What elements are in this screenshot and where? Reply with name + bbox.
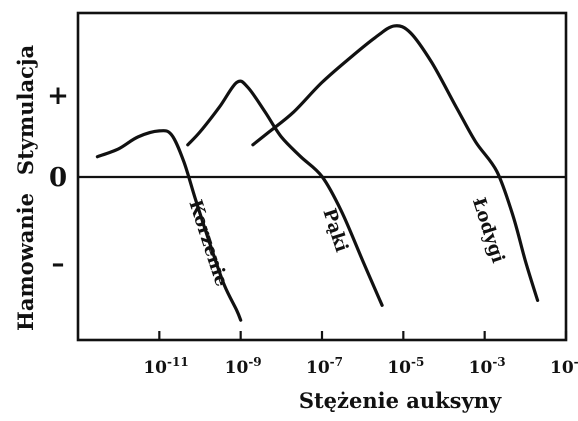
x-tick-label: 10-1 bbox=[550, 355, 578, 378]
series-layer: Korzenie Pąki Łodygi bbox=[95, 24, 540, 322]
series-label-2: Pąki bbox=[318, 206, 352, 255]
x-tick-label: 10-7 bbox=[306, 355, 343, 378]
series-line-2 bbox=[186, 79, 384, 307]
series-label-1: Korzenie bbox=[184, 197, 232, 289]
x-tick-label: 10-11 bbox=[143, 355, 188, 378]
x-tick-label: 10-9 bbox=[225, 355, 262, 378]
y-tick-plus: + bbox=[47, 81, 69, 111]
y-label-inhibition: Hamowanie bbox=[13, 193, 38, 331]
series-label-3: Łodygi bbox=[468, 195, 509, 266]
x-tick-label: 10-5 bbox=[387, 355, 424, 378]
x-axis-ticks: 10-11 10-9 10-7 10-5 10-3 10-1 bbox=[143, 331, 578, 378]
series-line-3 bbox=[251, 24, 540, 302]
y-tick-minus: – bbox=[52, 249, 65, 279]
x-axis-label: Stężenie auksyny bbox=[299, 388, 502, 413]
x-tick-label: 10-3 bbox=[469, 355, 506, 378]
y-tick-zero: 0 bbox=[49, 163, 67, 193]
y-label-stimulation: Stymulacja bbox=[13, 45, 38, 176]
series-line-1 bbox=[95, 129, 243, 322]
